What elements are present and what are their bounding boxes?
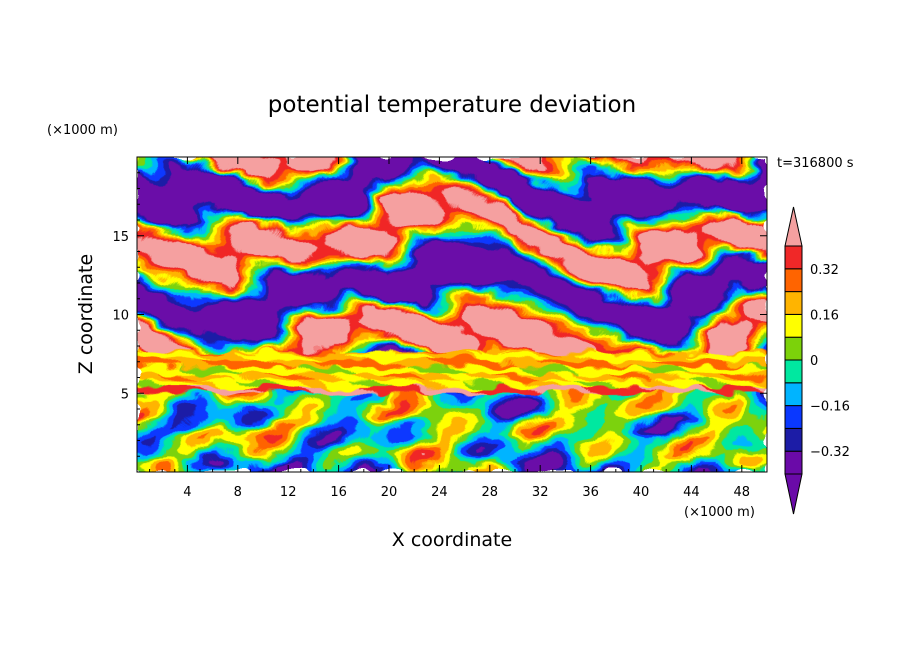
x-tick-label: 16	[330, 485, 347, 500]
contour-field	[137, 157, 767, 472]
y-axis: 5 10 15	[112, 172, 767, 457]
time-label: t=316800 s	[777, 156, 854, 171]
colorbar-tick-label: −0.32	[810, 445, 850, 460]
colorbar-box	[784, 359, 803, 384]
colorbar-tick-label: 0.16	[810, 308, 839, 323]
colorbar-box	[784, 382, 803, 407]
colorbar-box	[784, 268, 803, 293]
x-tick-label: 44	[683, 485, 700, 500]
colorbar-box	[784, 313, 803, 338]
x-tick-label: 48	[734, 485, 751, 500]
x-tick-label: 28	[482, 485, 499, 500]
colorbar-box	[784, 405, 803, 429]
x-tick-label: 36	[582, 485, 599, 500]
x-axis-label: X coordinate	[392, 529, 512, 551]
x-tick-label: 8	[234, 485, 242, 500]
x-tick-label: 4	[183, 485, 191, 500]
y-axis-label: Z coordinate	[75, 254, 97, 374]
x-tick-label: 12	[280, 485, 297, 500]
y-tick-label: 5	[121, 387, 129, 402]
colorbar-box	[784, 427, 803, 452]
colorbar-tick-label: −0.16	[810, 400, 850, 415]
colorbar-extend-low	[784, 473, 803, 515]
x-tick-label: 20	[381, 485, 398, 500]
y-tick-label: 10	[112, 309, 129, 324]
colorbar-box	[784, 291, 803, 315]
colorbar-box	[784, 245, 803, 270]
chart-title: potential temperature deviation	[268, 92, 636, 118]
colorbar-tick-label: 0	[810, 354, 818, 369]
x-unit-label: (×1000 m)	[684, 505, 755, 520]
x-tick-label: 40	[633, 485, 650, 500]
x-tick-label: 24	[431, 485, 448, 500]
colorbar-tick-label: 0.32	[810, 263, 839, 278]
y-unit-label: (×1000 m)	[47, 123, 118, 138]
colorbar-box	[784, 450, 803, 475]
colorbar-box	[784, 336, 803, 361]
colorbar: 0.32 0.16 0 −0.16 −0.32	[784, 206, 850, 515]
y-tick-label: 15	[112, 230, 129, 245]
contour-image	[137, 157, 767, 472]
x-tick-label: 32	[532, 485, 549, 500]
colorbar-extend-high	[784, 206, 803, 247]
x-axis: 4 8 12 16 20 24 28 32 36 40 44 48	[149, 157, 755, 500]
